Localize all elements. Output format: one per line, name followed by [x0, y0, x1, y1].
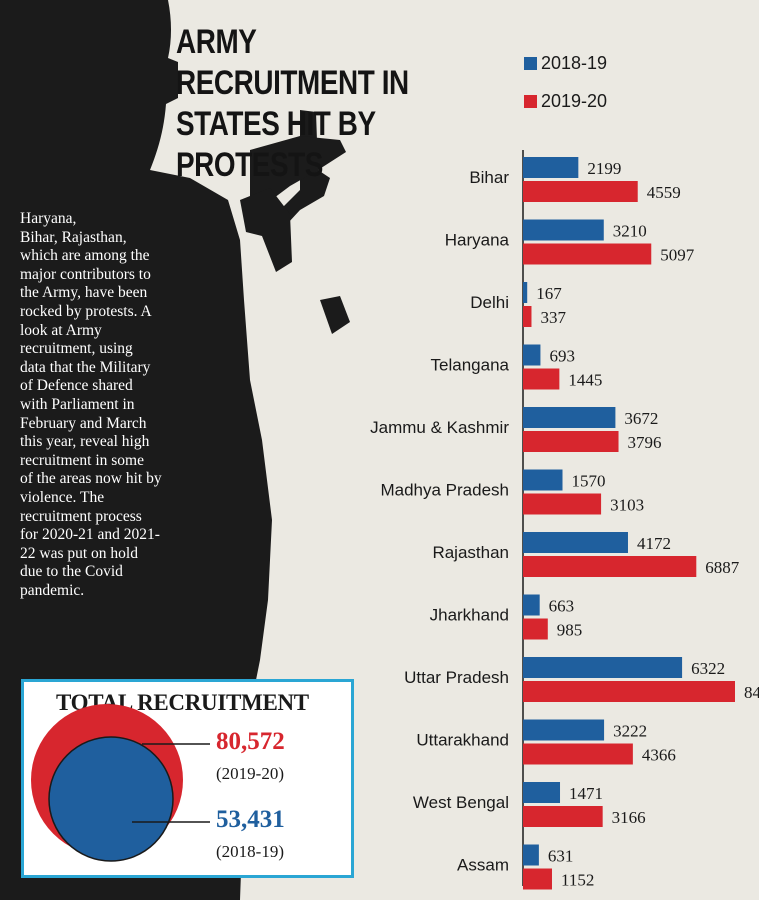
bar-2018-19-uttar-pradesh [523, 657, 683, 678]
legend-label-2018-19: 2018-19 [541, 52, 608, 73]
bar-2018-19-rajasthan [523, 532, 628, 553]
bar-2019-20-uttar-pradesh [523, 681, 735, 702]
bar-2019-20-rajasthan [523, 556, 697, 577]
bar-2018-19-bihar [523, 157, 579, 178]
data-label: 1471 [569, 784, 603, 803]
data-label: 631 [548, 847, 574, 866]
bar-2019-20-west-bengal [523, 806, 603, 827]
data-label: 337 [540, 308, 566, 327]
category-label: Telangana [431, 356, 510, 375]
data-label: 167 [536, 284, 562, 303]
circle-2018-19 [48, 736, 174, 862]
data-label: 663 [549, 597, 575, 616]
data-label: 8425 [744, 683, 759, 702]
legend-swatch-2018-19 [524, 56, 537, 70]
bar-2018-19-telangana [523, 344, 541, 366]
bar-2019-20-haryana [523, 243, 652, 265]
bar-2019-20-delhi [523, 306, 532, 327]
legend-item-2019-20: 2019-20 [524, 82, 607, 120]
data-label: 1570 [572, 472, 606, 491]
bar-2019-20-madhya-pradesh [523, 493, 602, 515]
data-label: 3672 [624, 409, 658, 428]
bar-2019-20-jammu-kashmir [523, 431, 619, 452]
data-label: 3166 [612, 808, 646, 827]
data-label: 4172 [637, 534, 671, 553]
bar-2018-19-assam [523, 844, 539, 866]
bar-2018-19-uttarakhand [523, 719, 605, 741]
data-label: 4366 [642, 746, 676, 765]
data-label: 985 [557, 621, 583, 640]
data-label: 693 [549, 347, 575, 366]
bar-2019-20-assam [523, 868, 552, 890]
category-label: Jammu & Kashmir [370, 418, 509, 437]
data-label: 4559 [647, 183, 681, 202]
bar-2019-20-bihar [523, 181, 638, 202]
category-label: Madhya Pradesh [380, 481, 509, 500]
legend-item-2018-19: 2018-19 [524, 44, 607, 82]
category-label: Rajasthan [432, 543, 509, 562]
bar-2018-19-jammu-kashmir [523, 407, 616, 428]
total-year-2019-20: (2019-20) [216, 764, 284, 783]
legend-swatch-2019-20 [524, 94, 537, 108]
data-label: 6322 [691, 659, 725, 678]
bar-2018-19-delhi [523, 282, 528, 303]
data-label: 1152 [561, 871, 594, 890]
total-value-2019-20: 80,572 [216, 728, 285, 755]
bar-2019-20-jharkhand [523, 618, 548, 640]
legend: 2018-19 2019-20 [524, 44, 607, 120]
category-label: Uttar Pradesh [404, 668, 509, 687]
data-label: 3210 [613, 222, 647, 241]
bar-2019-20-telangana [523, 368, 560, 390]
category-label: Jharkhand [430, 606, 509, 625]
bar-2018-19-haryana [523, 219, 604, 241]
total-value-2018-19: 53,431 [216, 806, 285, 833]
data-label: 3222 [613, 722, 647, 741]
bar-2019-20-uttarakhand [523, 743, 633, 765]
total-circles [31, 704, 210, 862]
category-label: West Bengal [413, 793, 509, 812]
category-label: Uttarakhand [416, 731, 509, 750]
legend-label-2019-20: 2019-20 [541, 90, 608, 111]
total-recruitment-box: TOTAL RECRUITMENT 80,572 (2019-20) 53,43… [21, 679, 354, 878]
bar-2018-19-west-bengal [523, 782, 561, 803]
category-label: Bihar [469, 168, 509, 187]
data-label: 1445 [568, 371, 602, 390]
data-label: 2199 [587, 159, 621, 178]
bar-2018-19-jharkhand [523, 594, 540, 616]
bar-2018-19-madhya-pradesh [523, 469, 563, 491]
data-label: 5097 [660, 246, 695, 265]
category-label: Haryana [445, 231, 510, 250]
data-label: 3103 [610, 496, 644, 515]
data-label: 3796 [628, 433, 662, 452]
category-label: Assam [457, 856, 509, 875]
description-text: Haryana, Bihar, Rajasthan, which are amo… [20, 210, 162, 599]
total-year-2018-19: (2018-19) [216, 842, 284, 861]
category-label: Delhi [470, 293, 509, 312]
chart-title: ARMY RECRUITMENT IN STATES HIT BY PROTES… [176, 23, 409, 184]
data-label: 6887 [705, 558, 740, 577]
